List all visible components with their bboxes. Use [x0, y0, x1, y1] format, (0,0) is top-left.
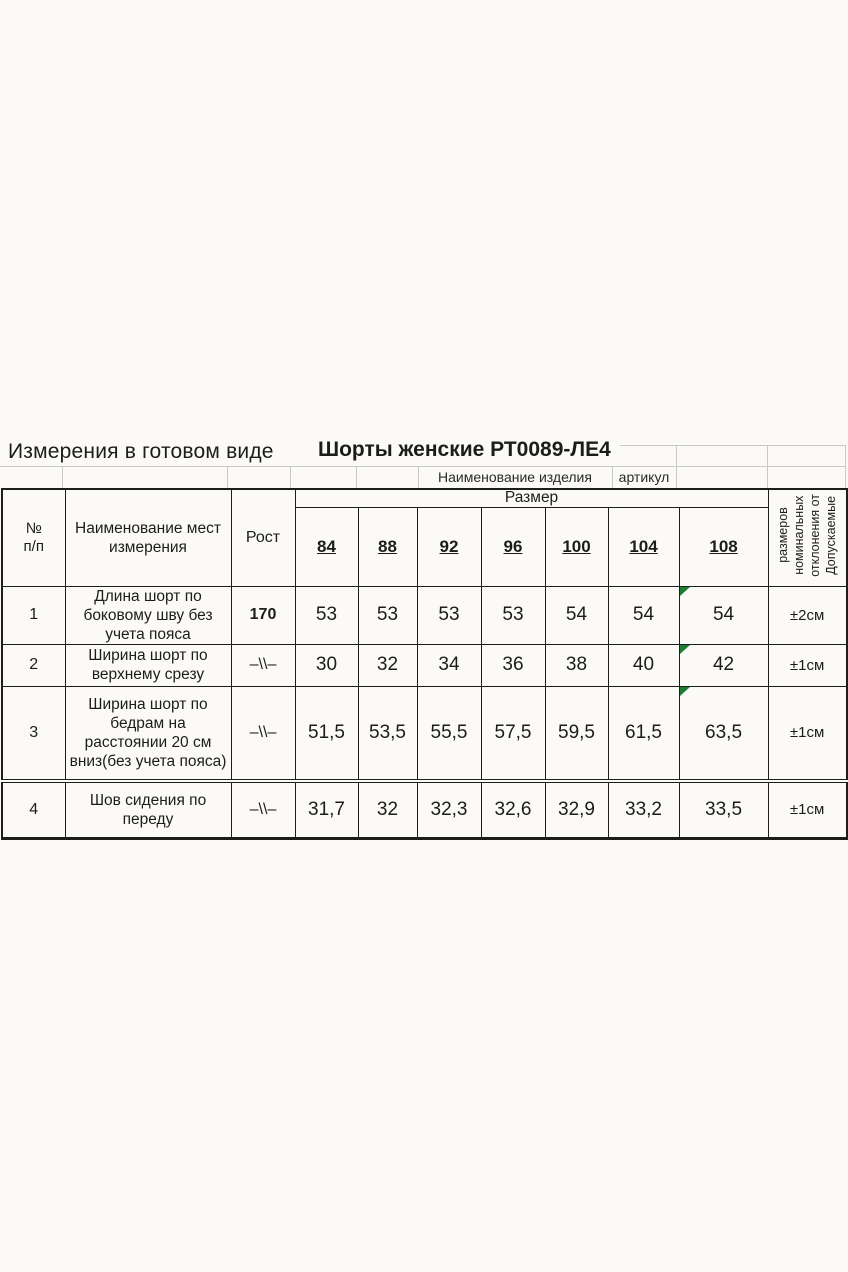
size-header-108: 108: [678, 506, 769, 587]
measure-value: 32,9: [544, 779, 609, 839]
col-header-tolerance: Допускаемые отклонения от номинальных ра…: [767, 488, 848, 587]
size-header-100: 100: [544, 506, 609, 587]
faint-grid-line: [845, 445, 846, 466]
col-header-number: № п/п: [1, 488, 66, 587]
table-row: 2 Ширина шорт по верхнему срезу –\\– 30 …: [1, 643, 848, 687]
measure-value: 61,5: [607, 685, 680, 782]
measure-value: 33,5: [678, 779, 769, 839]
green-corner-flag: [680, 645, 690, 654]
row-number: 1: [1, 585, 66, 645]
measure-value: 53: [480, 585, 546, 645]
green-corner-flag: [680, 687, 690, 696]
row-number: 2: [1, 643, 66, 687]
measure-value: 51,5: [294, 685, 359, 782]
measure-place: Ширина шорт по верхнему срезу: [64, 643, 232, 687]
row-number: 4: [1, 779, 66, 839]
measure-value: 32: [357, 779, 418, 839]
table-row: 4 Шов сидения по переду –\\– 31,7 32 32,…: [1, 779, 848, 839]
measure-value: 30: [294, 643, 359, 687]
measure-value: 40: [607, 643, 680, 687]
measure-value: 31,7: [294, 779, 359, 839]
name-of-item-label: Наименование изделия: [438, 469, 592, 485]
article-label: артикул: [618, 469, 670, 485]
height-value: –\\–: [230, 643, 296, 687]
measure-place: Шов сидения по переду: [64, 779, 232, 839]
col-header-measure-place: Наименование мест измерения: [64, 488, 232, 587]
size-header-92: 92: [416, 506, 482, 587]
faint-grid-line: [845, 466, 846, 488]
height-value: –\\–: [230, 779, 296, 839]
faint-grid-line: [676, 445, 677, 466]
faint-grid-line: [620, 445, 846, 446]
faint-grid-line: [356, 466, 357, 488]
faint-grid-line: [418, 466, 419, 488]
measure-value: 42: [678, 643, 769, 687]
size-header-104: 104: [607, 506, 680, 587]
measure-value: 54: [544, 585, 609, 645]
green-corner-flag: [680, 587, 690, 596]
tolerance-value: ±1см: [767, 685, 848, 782]
size-header-96: 96: [480, 506, 546, 587]
measure-value: 53: [416, 585, 482, 645]
size-group-header: Размер: [294, 488, 769, 508]
faint-grid-line: [767, 466, 768, 488]
measure-value: 54: [607, 585, 680, 645]
faint-grid-line: [676, 466, 677, 488]
faint-grid-line: [290, 466, 291, 488]
measure-value: 34: [416, 643, 482, 687]
measure-value: 53: [357, 585, 418, 645]
faint-grid-line: [62, 466, 63, 488]
tolerance-value: ±1см: [767, 643, 848, 687]
faint-grid-line: [0, 466, 846, 467]
measure-value: 38: [544, 643, 609, 687]
col-header-height: Рост: [230, 488, 296, 587]
measure-value: 32,6: [480, 779, 546, 839]
measure-value: 53: [294, 585, 359, 645]
measure-value: 53,5: [357, 685, 418, 782]
measure-value: 36: [480, 643, 546, 687]
measure-value-text: 54: [712, 604, 735, 625]
tolerance-value: ±2см: [767, 585, 848, 645]
measure-value-text: 42: [712, 654, 735, 675]
measure-value: 59,5: [544, 685, 609, 782]
size-header-88: 88: [357, 506, 418, 587]
measure-place: Ширина шорт по бедрам на расстоянии 20 с…: [64, 685, 232, 782]
measure-value: 54: [678, 585, 769, 645]
size-header-84: 84: [294, 506, 359, 587]
table-row: 1 Длина шорт по боковому шву без учета п…: [1, 585, 848, 645]
measure-value: 33,2: [607, 779, 680, 839]
faint-grid-line: [227, 466, 228, 488]
tolerance-value: ±1см: [767, 779, 848, 839]
measure-value: 55,5: [416, 685, 482, 782]
tolerance-rotated-label: Допускаемые отклонения от номинальных ра…: [776, 493, 839, 577]
faint-grid-line: [612, 466, 613, 488]
measure-value: 32: [357, 643, 418, 687]
measure-value: 32,3: [416, 779, 482, 839]
row-number: 3: [1, 685, 66, 782]
table-row: 3 Ширина шорт по бедрам на расстоянии 20…: [1, 685, 848, 782]
faint-grid-line: [767, 445, 768, 466]
height-value: –\\–: [230, 685, 296, 782]
measure-value: 57,5: [480, 685, 546, 782]
measure-value: 63,5: [678, 685, 769, 782]
measure-value-text: 63,5: [705, 721, 743, 743]
sheet-caption: Измерения в готовом виде: [8, 440, 274, 463]
measure-place: Длина шорт по боковому шву без учета поя…: [64, 585, 232, 645]
height-value: 170: [230, 585, 296, 645]
size-table: № п/п Наименование мест измерения Рост Р…: [1, 488, 848, 840]
product-title: Шорты женские РТ0089-ЛЕ4: [318, 438, 611, 461]
